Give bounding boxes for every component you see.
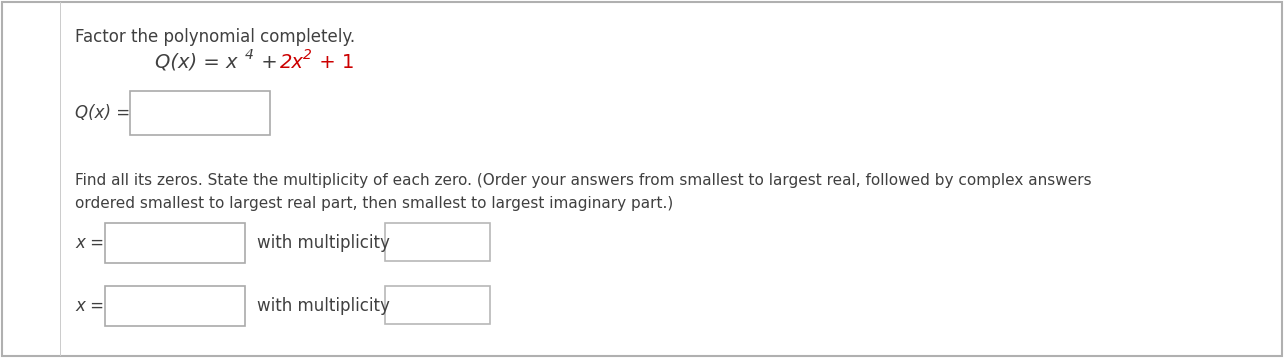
Text: x =: x = <box>74 234 104 252</box>
Text: Q(x) = x: Q(x) = x <box>155 53 238 72</box>
Text: 4: 4 <box>245 48 254 62</box>
Text: Factor the polynomial completely.: Factor the polynomial completely. <box>74 28 356 46</box>
Bar <box>130 91 270 135</box>
Text: Q(x) =: Q(x) = <box>74 104 130 122</box>
Text: with multiplicity: with multiplicity <box>257 297 390 315</box>
Bar <box>105 223 245 263</box>
Bar <box>385 223 490 261</box>
Text: Find all its zeros. State the multiplicity of each zero. (Order your answers fro: Find all its zeros. State the multiplici… <box>74 173 1091 212</box>
Text: with multiplicity: with multiplicity <box>257 234 390 252</box>
Bar <box>385 286 490 324</box>
Text: + 1: + 1 <box>313 53 354 72</box>
Text: x =: x = <box>74 297 104 315</box>
Text: 2: 2 <box>303 48 312 62</box>
Text: +: + <box>256 53 284 72</box>
Text: 2x: 2x <box>280 53 304 72</box>
Bar <box>105 286 245 326</box>
